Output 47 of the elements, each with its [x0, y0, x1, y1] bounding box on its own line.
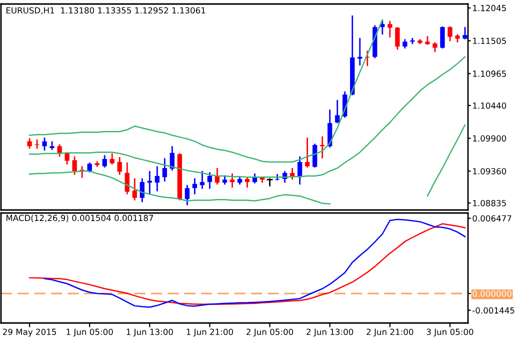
candlestick — [395, 27, 400, 50]
x-tick-label: 1 Jun 13:00 — [126, 328, 173, 337]
candlestick — [230, 173, 235, 188]
candlestick — [72, 156, 77, 175]
x-tick-label: 1 Jun 21:00 — [186, 328, 233, 337]
candlestick — [207, 172, 212, 189]
candlestick — [448, 26, 452, 42]
candlestick — [132, 178, 137, 200]
candlestick — [388, 20, 392, 38]
candlestick — [200, 171, 205, 189]
y-tick-label: -0.001445 — [472, 307, 514, 314]
y-tick-label: 1.09900 — [473, 135, 506, 142]
x-tick-label: 2 Jun 13:00 — [306, 328, 354, 337]
x-tick-label: 2 Jun 21:00 — [366, 328, 414, 337]
x-tick-label: 3 Jun 05:00 — [426, 328, 474, 337]
candlestick — [64, 152, 70, 165]
chart-title: MACD(12,26,9) 0.001504 0.001187 — [6, 214, 154, 222]
x-tick-label: 2 Jun 05:00 — [246, 328, 294, 337]
y-tick-label: 1.08835 — [473, 200, 506, 206]
x-tick-label: 29 May 2015 — [2, 328, 56, 337]
candlestick — [117, 157, 122, 175]
candlestick — [184, 185, 190, 206]
line-series — [28, 19, 384, 163]
candlestick — [110, 153, 114, 165]
candlestick — [335, 100, 340, 124]
chart-title: EURUSD,H1 1.13180 1.13355 1.12952 1.13061 — [6, 7, 206, 14]
candlestick — [42, 138, 47, 151]
candlestick — [244, 177, 250, 188]
candlestick — [440, 26, 445, 48]
candlestick — [192, 178, 198, 194]
candlestick — [57, 144, 62, 157]
candlestick — [124, 162, 130, 194]
y-tick-label: 1.10440 — [473, 102, 506, 109]
candlestick — [154, 166, 160, 192]
y-tick-label: 0.006477 — [472, 215, 512, 222]
y-tick-label: 1.09360 — [473, 168, 506, 174]
candlestick — [102, 155, 107, 168]
x-tick-label: 1 Jun 05:00 — [66, 328, 113, 337]
candlestick — [27, 138, 32, 149]
y-tick-label: 1.11505 — [473, 38, 506, 44]
candlestick — [162, 158, 168, 182]
candlestick — [266, 178, 273, 186]
y-tick-label: 0.000000 — [472, 290, 512, 297]
candlestick — [312, 144, 318, 168]
candlestick — [305, 138, 310, 168]
y-tick-label: 1.12045 — [473, 4, 506, 12]
y-tick-label: 1.10965 — [473, 70, 506, 77]
